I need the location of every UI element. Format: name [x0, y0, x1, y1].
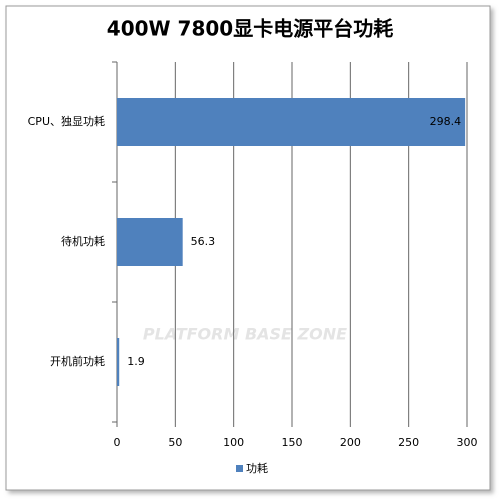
x-tick-label: 250	[398, 436, 419, 449]
bar	[117, 218, 183, 266]
frame	[5, 5, 491, 491]
legend-swatch	[236, 465, 243, 472]
data-label: 1.9	[127, 355, 145, 368]
y-tick-label: 开机前功耗	[50, 354, 105, 368]
x-tick-label: 50	[168, 436, 182, 449]
x-tick-label: 150	[282, 436, 303, 449]
x-tick-label: 200	[340, 436, 361, 449]
data-label: 56.3	[191, 235, 216, 248]
bar	[117, 98, 466, 146]
data-label: 298.4	[430, 115, 462, 128]
x-tick-label: 100	[223, 436, 244, 449]
legend-label: 功耗	[246, 462, 268, 475]
y-tick-label: 待机功耗	[61, 234, 105, 248]
chart-title: 400W 7800显卡电源平台功耗	[107, 17, 393, 41]
watermark: PLATFORM BASE ZONE	[143, 325, 347, 344]
bar	[117, 338, 120, 386]
y-tick-label: CPU、独显功耗	[28, 115, 105, 128]
x-tick-label: 0	[114, 436, 121, 449]
x-tick-label: 300	[457, 436, 478, 449]
